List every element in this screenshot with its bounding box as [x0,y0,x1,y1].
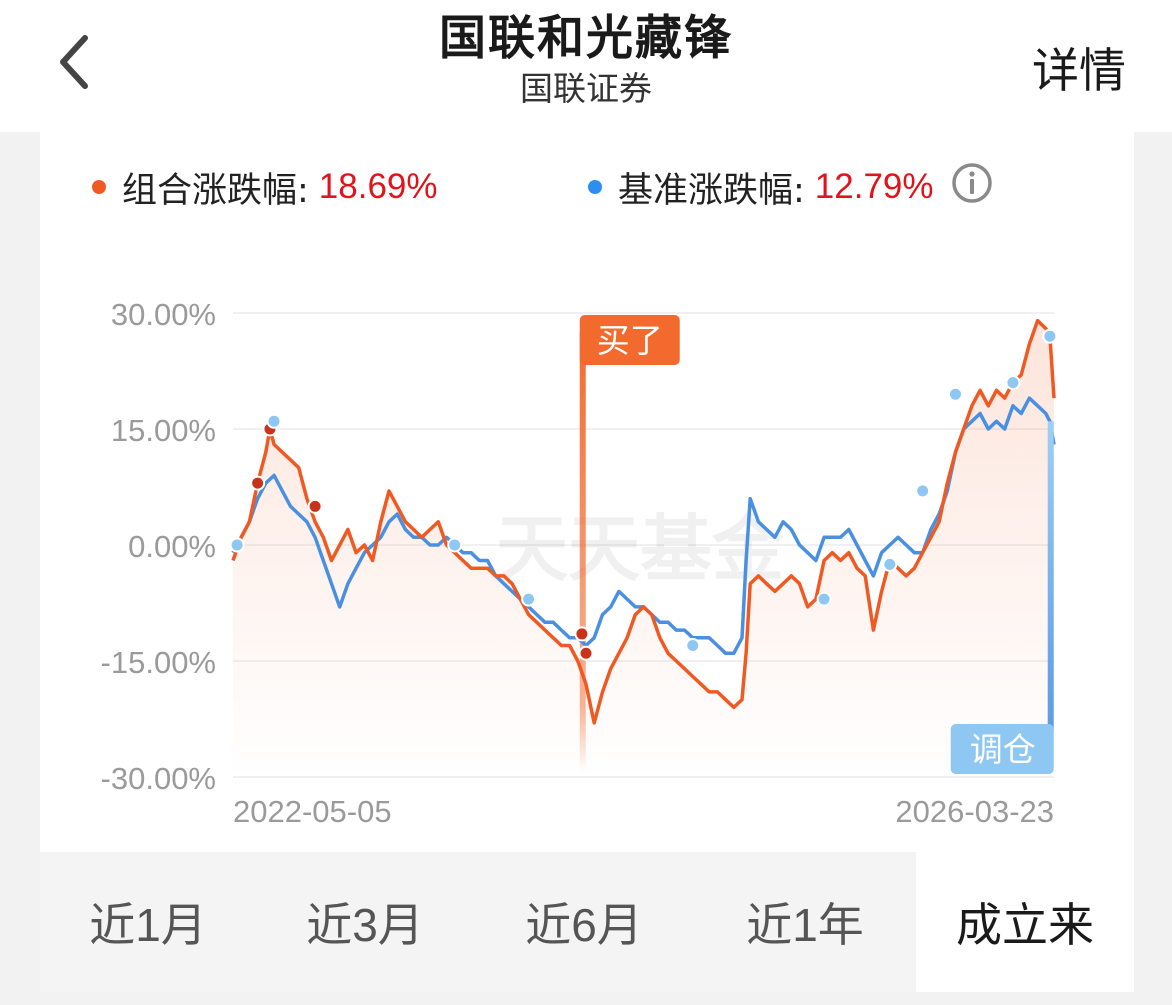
page-title: 国联和光藏锋 [439,11,733,66]
portfolio-area [233,320,1054,777]
benchmark-trade-point [685,638,701,654]
benchmark-trade-point [266,413,282,429]
back-button[interactable] [40,22,110,102]
rebalance-flag-label: 调仓 [970,730,1036,769]
benchmark-dot-icon [588,180,602,194]
header: 国联和光藏锋 国联证券 详情 [0,0,1172,132]
benchmark-trade-point [447,537,463,553]
portfolio-trade-point [578,645,594,661]
legend-portfolio: 组合涨跌幅: 18.69% [92,162,438,212]
x-tick-label-end: 2026-03-23 [895,794,1054,829]
page-subtitle: 国联证券 [520,69,652,108]
watermark: 天天基金 [496,506,785,591]
portfolio-dot-icon [92,180,106,194]
benchmark-trade-point [521,591,537,607]
tab-1-month[interactable]: 近1月 [40,852,256,992]
chevron-left-icon [60,35,88,89]
return-chart[interactable]: 30.00% 15.00% 0.00% -15.00% -30.00% 2022-05-0… [40,132,1134,852]
x-tick-label-start: 2022-05-05 [233,794,392,829]
benchmark-trade-point [1042,328,1058,344]
legend-portfolio-value: 18.69% [318,167,438,206]
buy-marker-line [579,332,586,772]
benchmark-trade-point [882,556,898,572]
period-tabs: 近1月 近3月 近6月 近1年 成立来 [40,852,1134,992]
portfolio-trade-point [574,626,590,642]
tab-6-month[interactable]: 近6月 [474,852,694,992]
tab-1-year[interactable]: 近1年 [694,852,916,992]
legend-benchmark-value: 12.79% [814,167,934,206]
buy-flag [579,315,680,365]
legend-benchmark: 基准涨跌幅: 12.79% [588,162,934,212]
benchmark-trade-point [947,386,963,402]
detail-button[interactable]: 详情 [1032,44,1126,99]
rebalance-flag [950,724,1054,774]
tab-since-inception[interactable]: 成立来 [916,852,1134,992]
y-tick-label: -15.00% [101,645,216,680]
portfolio-trade-point [250,475,266,491]
portfolio-line [231,318,1056,725]
legend-benchmark-label: 基准涨跌幅: [618,170,805,211]
benchmark-trade-point [816,591,832,607]
legend-portfolio-label: 组合涨跌幅: [122,170,309,211]
portfolio-trade-point [307,498,323,514]
title-block: 国联和光藏锋 国联证券 [0,10,1172,110]
tab-3-month[interactable]: 近3月 [256,852,474,992]
chart-card: 30.00% 15.00% 0.00% -15.00% -30.00% 2022-05-0… [40,132,1134,992]
benchmark-trade-point [229,537,245,553]
y-tick-label: -30.00% [101,761,216,796]
y-tick-label: 30.00% [111,297,216,332]
y-tick-label: 15.00% [111,413,216,448]
rebalance-marker-line [1047,421,1054,732]
buy-flag-label: 买了 [597,321,663,360]
benchmark-trade-point [915,483,931,499]
y-tick-label: 0.00% [128,529,216,564]
benchmark-trade-point [1005,375,1021,391]
info-icon[interactable] [950,161,994,205]
